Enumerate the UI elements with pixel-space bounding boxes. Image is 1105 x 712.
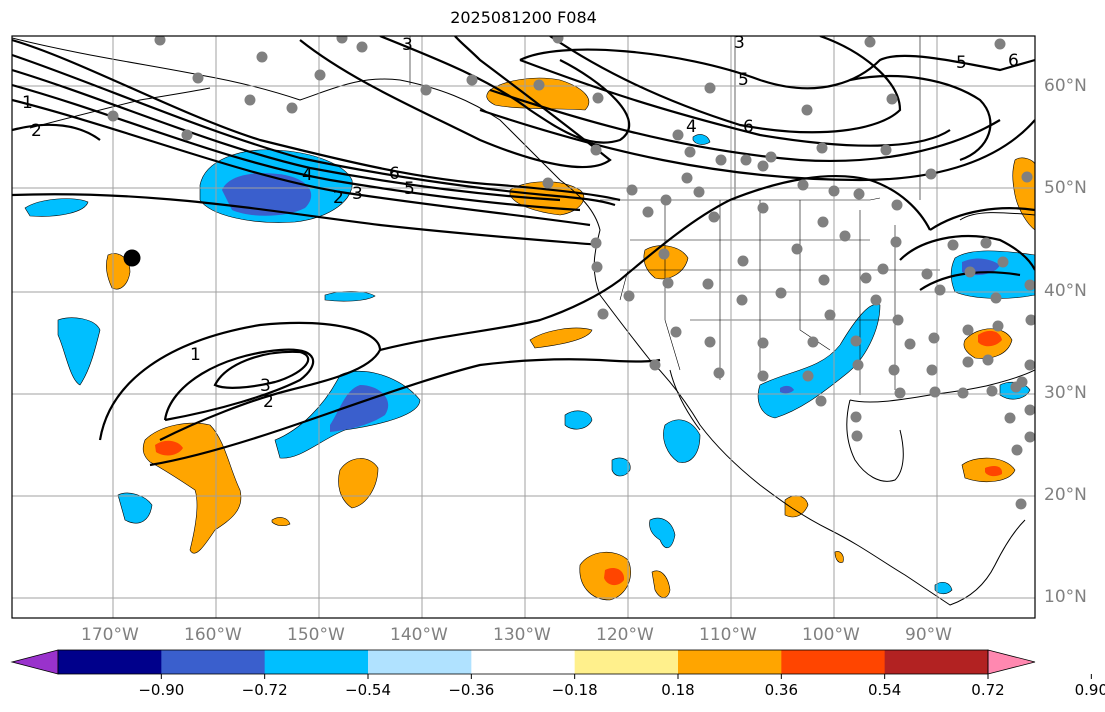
black-marker — [123, 249, 141, 267]
contour-label: 3 — [734, 33, 745, 53]
negative-anomaly-region — [57, 317, 101, 386]
lon-label: 130°W — [493, 625, 551, 645]
positive-anomaly-region — [271, 517, 291, 527]
lat-label: 40°N — [1044, 281, 1087, 301]
colorbar-segment — [471, 650, 576, 674]
colorbar-tick-label: −0.54 — [345, 681, 391, 699]
colorbar-segment — [574, 650, 679, 674]
contour-label: 3 — [260, 376, 271, 396]
colorbar-segment — [368, 650, 472, 674]
colorbar — [10, 649, 1092, 679]
colorbar-segment — [161, 650, 266, 674]
colorbar-tick-label: 0.54 — [867, 681, 902, 699]
colorbar-segment — [58, 650, 162, 674]
contour-label: 6 — [1008, 51, 1019, 71]
colorbar-segment — [781, 650, 886, 674]
colorbar-tick-label: −0.90 — [138, 681, 185, 699]
positive-anomaly-region — [643, 245, 689, 280]
colorbar-tick-label: 0.36 — [764, 681, 799, 699]
colorbar-tick-label: −0.36 — [448, 681, 495, 699]
lat-label: 30°N — [1044, 383, 1087, 403]
lon-label: 110°W — [699, 625, 757, 645]
negative-anomaly-region — [564, 410, 593, 430]
contour-lines — [12, 36, 1035, 467]
contour-label: 1 — [22, 93, 33, 113]
station-markers — [107, 36, 1035, 510]
lat-label: 50°N — [1044, 178, 1087, 198]
coastlines — [12, 37, 1035, 606]
contour-label: 3 — [352, 184, 363, 204]
lon-label: 120°W — [596, 625, 654, 645]
state-borders — [409, 36, 940, 395]
contour-label: 4 — [302, 165, 313, 185]
colorbar-segment — [264, 650, 369, 674]
contour-label: 5 — [738, 70, 749, 90]
contour-label: 1 — [190, 345, 201, 365]
colorbar-border — [57, 649, 989, 675]
colorbar-segment — [678, 650, 782, 674]
anomaly-shading — [24, 77, 1035, 601]
positive-anomaly-core — [155, 440, 183, 456]
lat-label: 60°N — [1044, 76, 1087, 96]
colorbar-tick-label: −0.18 — [551, 681, 598, 699]
contour-label: 4 — [686, 117, 697, 137]
positive-anomaly-core — [985, 466, 1003, 477]
positive-anomaly-region — [142, 422, 242, 554]
positive-anomaly-region — [106, 253, 131, 290]
negative-anomaly-region — [649, 517, 676, 548]
colorbar-extend-low — [10, 649, 59, 675]
positive-anomaly-region — [529, 327, 593, 349]
colorbar-tick-label: 0.72 — [971, 681, 1005, 699]
contour-label: 6 — [743, 117, 754, 137]
positive-anomaly-region — [1012, 157, 1035, 231]
negative-anomaly-core — [780, 385, 794, 394]
colorbar-segment — [884, 650, 989, 674]
negative-anomaly-core — [222, 173, 312, 216]
contour-label: 3 — [402, 35, 413, 55]
lat-label: 10°N — [1044, 587, 1087, 607]
lat-label: 20°N — [1044, 485, 1087, 505]
negative-anomaly-region — [663, 419, 701, 463]
positive-anomaly-region — [834, 551, 844, 563]
map-frame — [11, 35, 1036, 619]
positive-anomaly-core — [978, 330, 1002, 347]
lon-label: 100°W — [802, 625, 860, 645]
contour-label: 6 — [389, 164, 400, 184]
contour-label: 2 — [31, 121, 42, 141]
lon-label: 90°W — [905, 625, 952, 645]
positive-anomaly-region — [651, 570, 671, 598]
negative-anomaly-region — [692, 134, 711, 145]
colorbar-extend-high — [987, 649, 1036, 675]
colorbar-tick-label: 0.18 — [661, 681, 695, 699]
negative-anomaly-region — [611, 457, 631, 477]
contour-value-labels: 1 2 3 4 5 6 1 2 3 3 4 5 6 5 6 6 3 2 1 — [22, 33, 1019, 412]
grid-lines — [12, 36, 1035, 618]
colorbar-tick-label: 0.90 — [1074, 681, 1105, 699]
colorbar-tick-label: −0.72 — [241, 681, 288, 699]
contour-label: 5 — [956, 53, 967, 73]
lon-label: 170°W — [81, 625, 139, 645]
negative-anomaly-region — [324, 291, 376, 302]
positive-anomaly-region — [338, 458, 379, 509]
contour-label: 5 — [404, 179, 415, 199]
positive-anomaly-region — [784, 495, 809, 518]
contour-label: 2 — [333, 188, 344, 208]
lon-label: 160°W — [184, 625, 242, 645]
lon-label: 140°W — [390, 625, 448, 645]
contour-label: 2 — [263, 392, 274, 412]
map-title: 2025081200 F084 — [450, 8, 597, 27]
negative-anomaly-region — [24, 198, 89, 217]
negative-anomaly-region — [934, 581, 953, 595]
positive-anomaly-core — [604, 568, 625, 586]
lon-label: 150°W — [287, 625, 345, 645]
negative-anomaly-region — [117, 492, 153, 524]
